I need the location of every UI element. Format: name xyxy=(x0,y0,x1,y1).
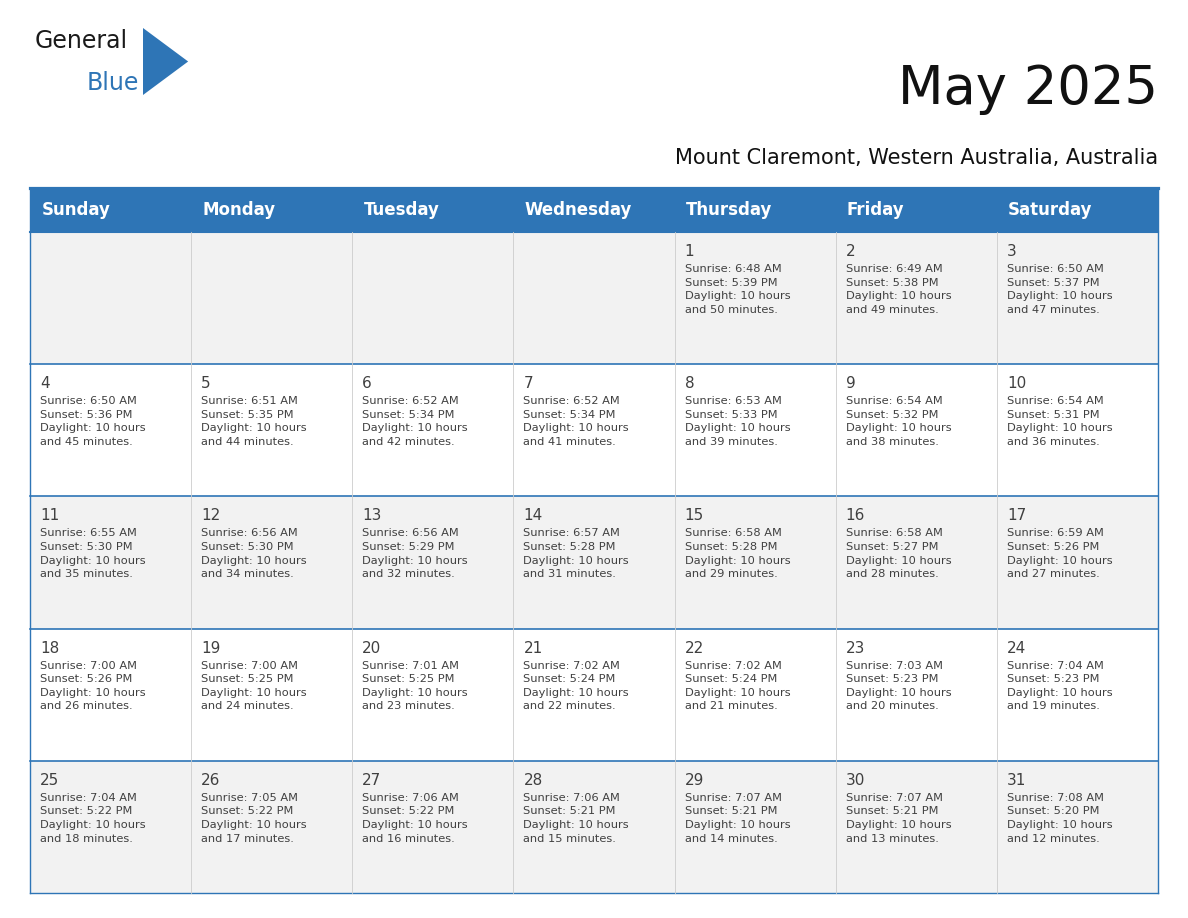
Text: 31: 31 xyxy=(1007,773,1026,788)
Text: Mount Claremont, Western Australia, Australia: Mount Claremont, Western Australia, Aust… xyxy=(675,148,1158,168)
Text: Sunrise: 7:02 AM
Sunset: 5:24 PM
Daylight: 10 hours
and 22 minutes.: Sunrise: 7:02 AM Sunset: 5:24 PM Dayligh… xyxy=(524,661,630,711)
Text: Sunrise: 7:07 AM
Sunset: 5:21 PM
Daylight: 10 hours
and 14 minutes.: Sunrise: 7:07 AM Sunset: 5:21 PM Dayligh… xyxy=(684,793,790,844)
Text: 30: 30 xyxy=(846,773,865,788)
Text: Sunrise: 6:52 AM
Sunset: 5:34 PM
Daylight: 10 hours
and 41 minutes.: Sunrise: 6:52 AM Sunset: 5:34 PM Dayligh… xyxy=(524,397,630,447)
Text: 17: 17 xyxy=(1007,509,1026,523)
Text: 13: 13 xyxy=(362,509,381,523)
Text: Sunrise: 7:07 AM
Sunset: 5:21 PM
Daylight: 10 hours
and 13 minutes.: Sunrise: 7:07 AM Sunset: 5:21 PM Dayligh… xyxy=(846,793,952,844)
Text: Sunrise: 6:49 AM
Sunset: 5:38 PM
Daylight: 10 hours
and 49 minutes.: Sunrise: 6:49 AM Sunset: 5:38 PM Dayligh… xyxy=(846,264,952,315)
Text: 22: 22 xyxy=(684,641,703,655)
Text: 6: 6 xyxy=(362,376,372,391)
Text: 19: 19 xyxy=(201,641,221,655)
Text: 7: 7 xyxy=(524,376,533,391)
Text: Tuesday: Tuesday xyxy=(364,201,440,219)
Text: 10: 10 xyxy=(1007,376,1026,391)
Text: Sunday: Sunday xyxy=(42,201,110,219)
Text: 21: 21 xyxy=(524,641,543,655)
Text: 2: 2 xyxy=(846,244,855,259)
Text: Sunrise: 6:58 AM
Sunset: 5:27 PM
Daylight: 10 hours
and 28 minutes.: Sunrise: 6:58 AM Sunset: 5:27 PM Dayligh… xyxy=(846,529,952,579)
Text: 11: 11 xyxy=(40,509,59,523)
Text: Sunrise: 7:01 AM
Sunset: 5:25 PM
Daylight: 10 hours
and 23 minutes.: Sunrise: 7:01 AM Sunset: 5:25 PM Dayligh… xyxy=(362,661,468,711)
Text: Sunrise: 6:48 AM
Sunset: 5:39 PM
Daylight: 10 hours
and 50 minutes.: Sunrise: 6:48 AM Sunset: 5:39 PM Dayligh… xyxy=(684,264,790,315)
Text: Sunrise: 6:58 AM
Sunset: 5:28 PM
Daylight: 10 hours
and 29 minutes.: Sunrise: 6:58 AM Sunset: 5:28 PM Dayligh… xyxy=(684,529,790,579)
Text: Sunrise: 6:56 AM
Sunset: 5:30 PM
Daylight: 10 hours
and 34 minutes.: Sunrise: 6:56 AM Sunset: 5:30 PM Dayligh… xyxy=(201,529,307,579)
Text: Sunrise: 6:52 AM
Sunset: 5:34 PM
Daylight: 10 hours
and 42 minutes.: Sunrise: 6:52 AM Sunset: 5:34 PM Dayligh… xyxy=(362,397,468,447)
Text: 9: 9 xyxy=(846,376,855,391)
Text: 26: 26 xyxy=(201,773,221,788)
Text: Sunrise: 7:02 AM
Sunset: 5:24 PM
Daylight: 10 hours
and 21 minutes.: Sunrise: 7:02 AM Sunset: 5:24 PM Dayligh… xyxy=(684,661,790,711)
Text: 4: 4 xyxy=(40,376,50,391)
Text: Sunrise: 6:50 AM
Sunset: 5:36 PM
Daylight: 10 hours
and 45 minutes.: Sunrise: 6:50 AM Sunset: 5:36 PM Dayligh… xyxy=(40,397,146,447)
Text: Thursday: Thursday xyxy=(685,201,772,219)
Text: 29: 29 xyxy=(684,773,704,788)
Text: 18: 18 xyxy=(40,641,59,655)
Text: Wednesday: Wednesday xyxy=(525,201,632,219)
Text: Sunrise: 6:50 AM
Sunset: 5:37 PM
Daylight: 10 hours
and 47 minutes.: Sunrise: 6:50 AM Sunset: 5:37 PM Dayligh… xyxy=(1007,264,1112,315)
Text: Sunrise: 6:55 AM
Sunset: 5:30 PM
Daylight: 10 hours
and 35 minutes.: Sunrise: 6:55 AM Sunset: 5:30 PM Dayligh… xyxy=(40,529,146,579)
Text: 16: 16 xyxy=(846,509,865,523)
Text: 8: 8 xyxy=(684,376,694,391)
Text: Sunrise: 7:06 AM
Sunset: 5:22 PM
Daylight: 10 hours
and 16 minutes.: Sunrise: 7:06 AM Sunset: 5:22 PM Dayligh… xyxy=(362,793,468,844)
Text: Sunrise: 6:54 AM
Sunset: 5:32 PM
Daylight: 10 hours
and 38 minutes.: Sunrise: 6:54 AM Sunset: 5:32 PM Dayligh… xyxy=(846,397,952,447)
Text: 20: 20 xyxy=(362,641,381,655)
Text: 27: 27 xyxy=(362,773,381,788)
Text: Sunrise: 7:05 AM
Sunset: 5:22 PM
Daylight: 10 hours
and 17 minutes.: Sunrise: 7:05 AM Sunset: 5:22 PM Dayligh… xyxy=(201,793,307,844)
Text: Friday: Friday xyxy=(847,201,904,219)
Text: General: General xyxy=(34,29,128,53)
Text: Sunrise: 6:56 AM
Sunset: 5:29 PM
Daylight: 10 hours
and 32 minutes.: Sunrise: 6:56 AM Sunset: 5:29 PM Dayligh… xyxy=(362,529,468,579)
Text: Sunrise: 6:57 AM
Sunset: 5:28 PM
Daylight: 10 hours
and 31 minutes.: Sunrise: 6:57 AM Sunset: 5:28 PM Dayligh… xyxy=(524,529,630,579)
Text: Sunrise: 7:04 AM
Sunset: 5:23 PM
Daylight: 10 hours
and 19 minutes.: Sunrise: 7:04 AM Sunset: 5:23 PM Dayligh… xyxy=(1007,661,1112,711)
Text: Sunrise: 7:06 AM
Sunset: 5:21 PM
Daylight: 10 hours
and 15 minutes.: Sunrise: 7:06 AM Sunset: 5:21 PM Dayligh… xyxy=(524,793,630,844)
Text: Sunrise: 7:00 AM
Sunset: 5:26 PM
Daylight: 10 hours
and 26 minutes.: Sunrise: 7:00 AM Sunset: 5:26 PM Dayligh… xyxy=(40,661,146,711)
Text: 24: 24 xyxy=(1007,641,1026,655)
Text: 28: 28 xyxy=(524,773,543,788)
Text: Sunrise: 6:53 AM
Sunset: 5:33 PM
Daylight: 10 hours
and 39 minutes.: Sunrise: 6:53 AM Sunset: 5:33 PM Dayligh… xyxy=(684,397,790,447)
Text: 1: 1 xyxy=(684,244,694,259)
Text: Sunrise: 6:54 AM
Sunset: 5:31 PM
Daylight: 10 hours
and 36 minutes.: Sunrise: 6:54 AM Sunset: 5:31 PM Dayligh… xyxy=(1007,397,1112,447)
Text: Sunrise: 7:00 AM
Sunset: 5:25 PM
Daylight: 10 hours
and 24 minutes.: Sunrise: 7:00 AM Sunset: 5:25 PM Dayligh… xyxy=(201,661,307,711)
Text: 14: 14 xyxy=(524,509,543,523)
Text: 23: 23 xyxy=(846,641,865,655)
Text: Sunrise: 7:04 AM
Sunset: 5:22 PM
Daylight: 10 hours
and 18 minutes.: Sunrise: 7:04 AM Sunset: 5:22 PM Dayligh… xyxy=(40,793,146,844)
Text: Sunrise: 6:59 AM
Sunset: 5:26 PM
Daylight: 10 hours
and 27 minutes.: Sunrise: 6:59 AM Sunset: 5:26 PM Dayligh… xyxy=(1007,529,1112,579)
Text: Saturday: Saturday xyxy=(1009,201,1093,219)
Text: Monday: Monday xyxy=(202,201,276,219)
Text: May 2025: May 2025 xyxy=(898,63,1158,115)
Text: Sunrise: 6:51 AM
Sunset: 5:35 PM
Daylight: 10 hours
and 44 minutes.: Sunrise: 6:51 AM Sunset: 5:35 PM Dayligh… xyxy=(201,397,307,447)
Text: 3: 3 xyxy=(1007,244,1017,259)
Text: 5: 5 xyxy=(201,376,210,391)
Text: 15: 15 xyxy=(684,509,703,523)
Text: Sunrise: 7:03 AM
Sunset: 5:23 PM
Daylight: 10 hours
and 20 minutes.: Sunrise: 7:03 AM Sunset: 5:23 PM Dayligh… xyxy=(846,661,952,711)
Text: 12: 12 xyxy=(201,509,221,523)
Text: 25: 25 xyxy=(40,773,59,788)
Text: Sunrise: 7:08 AM
Sunset: 5:20 PM
Daylight: 10 hours
and 12 minutes.: Sunrise: 7:08 AM Sunset: 5:20 PM Dayligh… xyxy=(1007,793,1112,844)
Text: Blue: Blue xyxy=(87,71,139,95)
